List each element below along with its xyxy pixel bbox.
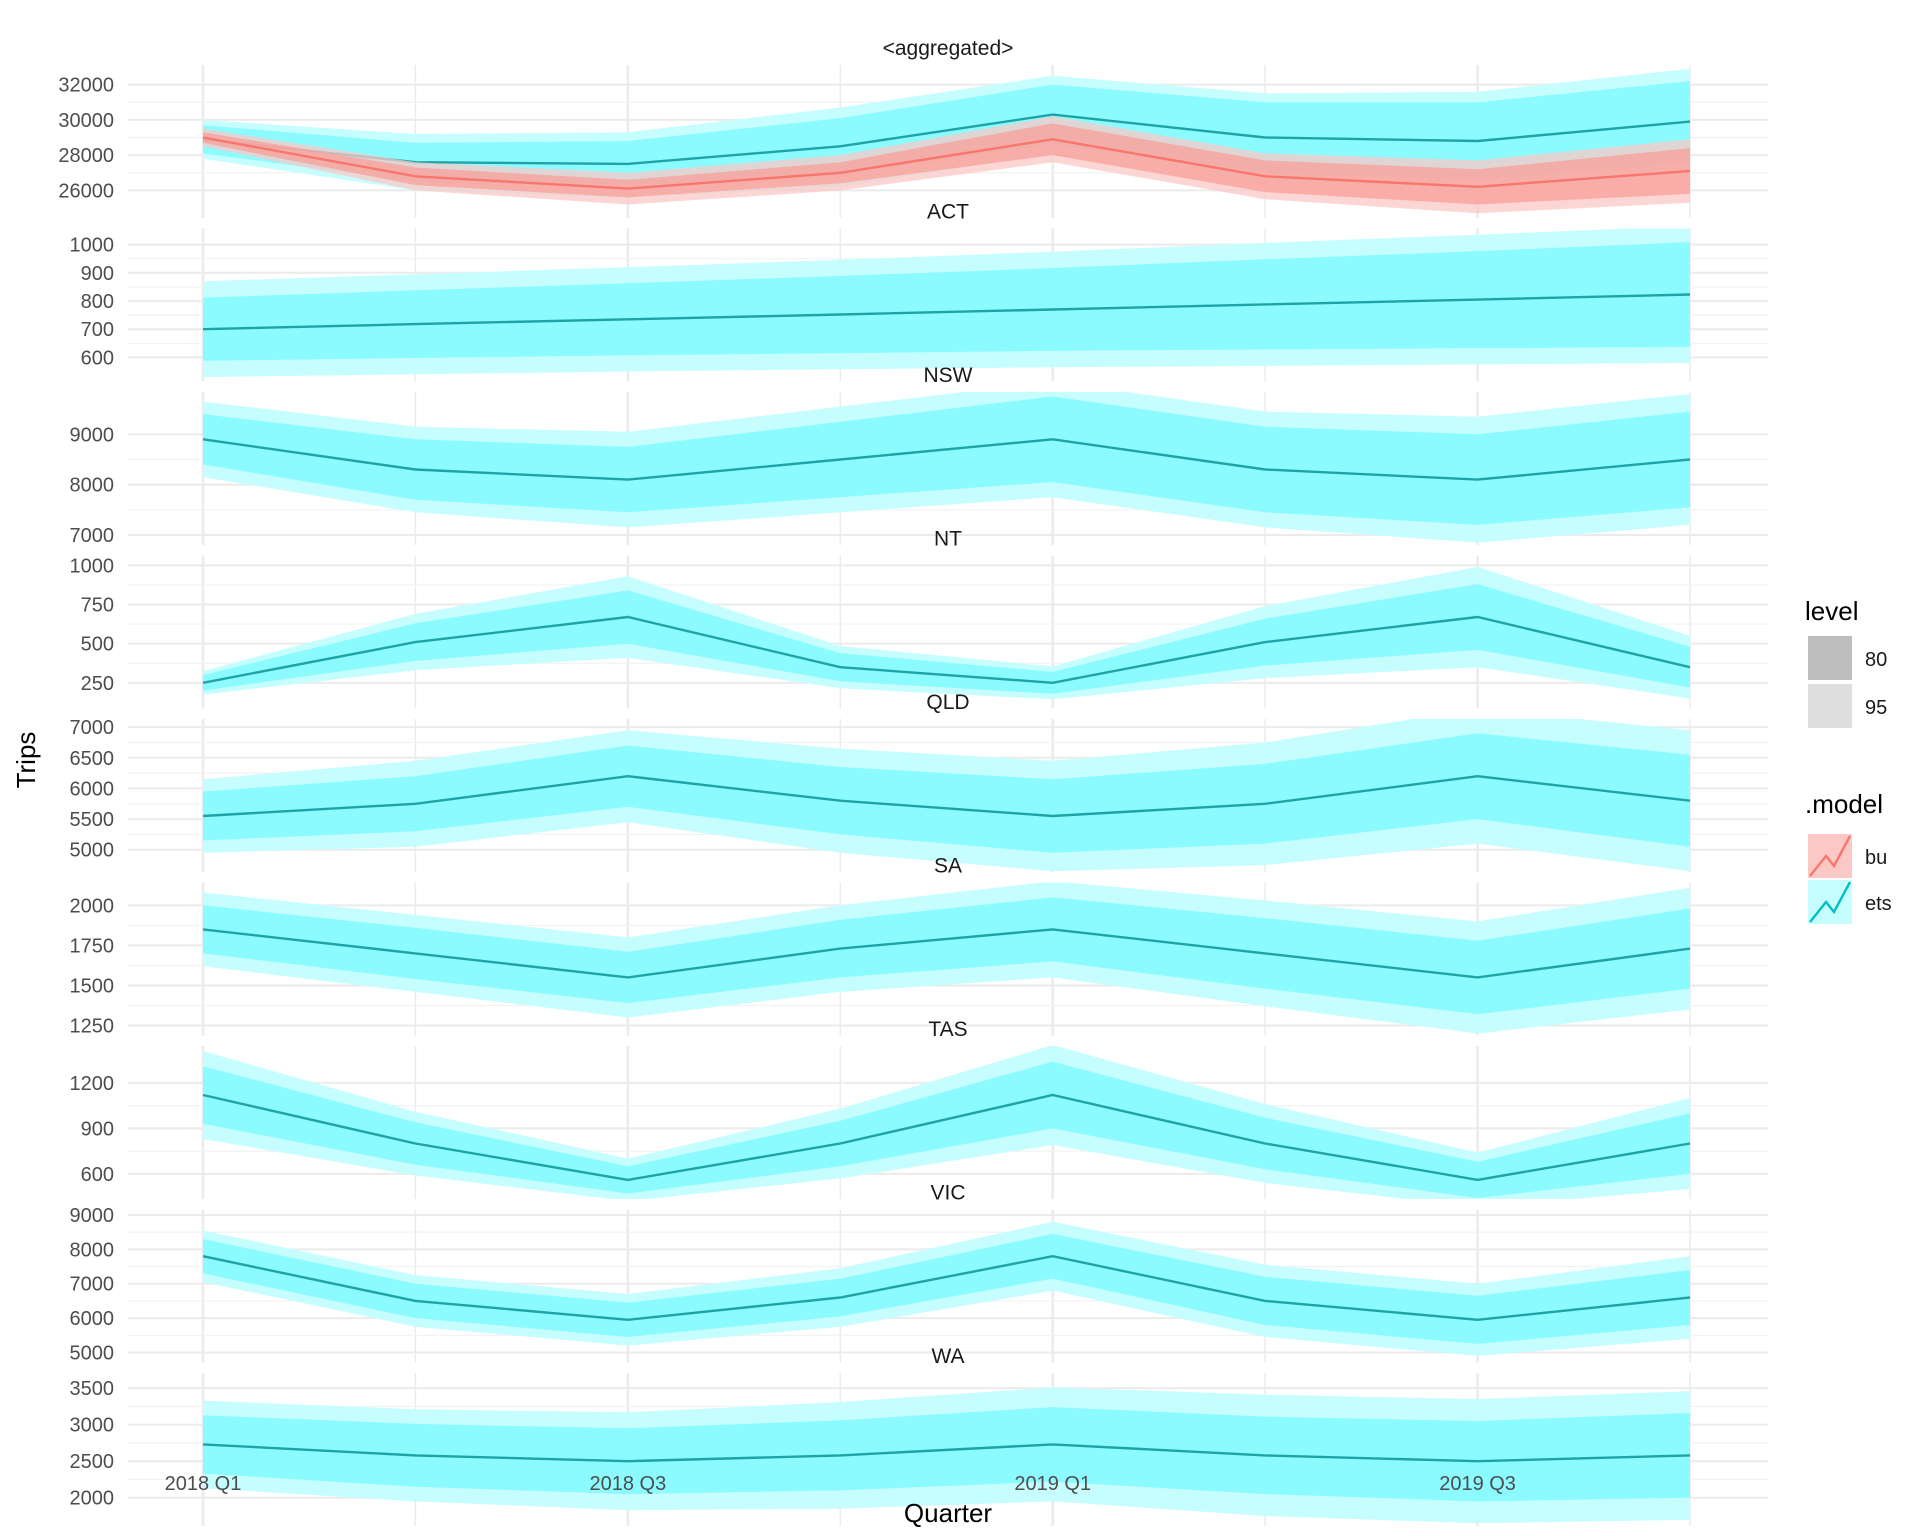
y-tick-label: 750 [81, 595, 114, 617]
panel: QLD 5000 5500 6000 6500 7000 [70, 691, 1768, 872]
panel: ACT 600 700 800 900 1000 [70, 201, 1768, 382]
panel-title: ACT [927, 201, 969, 224]
x-tick-label: 2018 Q1 [165, 1473, 242, 1495]
ets-forecast-line [202, 774, 1691, 818]
panel-title: TAS [928, 1018, 967, 1041]
x-axis-title: Quarter [904, 1498, 992, 1528]
y-tick-label: 2000 [70, 1488, 115, 1510]
bu-forecast-line [202, 136, 1691, 190]
y-tick-label: 3000 [70, 1415, 115, 1437]
y-tick-label: 700 [81, 319, 114, 341]
ets-interval-80 [203, 1061, 1690, 1199]
x-axis: 2018 Q1 2018 Q3 2019 Q1 2019 Q3 [165, 1473, 1516, 1495]
ets-forecast-line [202, 438, 1691, 481]
legend-title-level: level [1805, 596, 1858, 626]
y-tick-label: 28000 [58, 145, 114, 167]
y-tick-label: 5000 [70, 1343, 115, 1365]
y-tick-label: 2500 [70, 1451, 115, 1473]
legend-key-level [1808, 684, 1852, 728]
legend-line-icon [1809, 881, 1852, 923]
legend-key-level [1808, 636, 1852, 680]
panel-title: NT [934, 528, 962, 551]
y-tick-label: 26000 [58, 180, 114, 202]
y-tick-label: 32000 [58, 75, 114, 97]
ets-interval-80 [203, 1407, 1690, 1502]
y-tick-label: 5000 [70, 840, 115, 862]
ets-interval-80 [203, 242, 1690, 361]
panels-group: <aggregated> 26000 28000 30000 32000 ACT 600 70… [58, 37, 1768, 1526]
y-tick-label: 9000 [70, 1205, 115, 1227]
y-axis-title: Trips [11, 732, 41, 789]
y-tick-label: 5500 [70, 809, 115, 831]
y-tick-label: 7000 [70, 717, 115, 739]
panel-title: NSW [924, 364, 973, 387]
y-tick-label: 9000 [70, 424, 115, 446]
y-tick-label: 600 [81, 1164, 114, 1186]
panel: NSW 7000 8000 9000 [70, 364, 1768, 547]
y-tick-label: 250 [81, 673, 114, 695]
y-tick-label: 8000 [70, 1239, 115, 1261]
y-tick-label: 3500 [70, 1378, 115, 1400]
x-tick-label: 2018 Q3 [589, 1473, 666, 1495]
y-tick-label: 1750 [70, 935, 115, 957]
legend: level 80 95 .model bu ets [1805, 596, 1892, 924]
ets-forecast-line [202, 1254, 1691, 1322]
legend-title-model: .model [1805, 789, 1883, 819]
y-tick-label: 1250 [70, 1016, 115, 1038]
panel: WA 2000 2500 3000 3500 [70, 1345, 1768, 1526]
y-tick-label: 6000 [70, 1308, 115, 1330]
y-tick-label: 600 [81, 347, 114, 369]
panel-title: QLD [926, 691, 969, 714]
ets-interval-80 [203, 733, 1690, 853]
panel-title: SA [934, 855, 962, 878]
y-tick-label: 900 [81, 1118, 114, 1140]
panel: <aggregated> 26000 28000 30000 32000 [58, 37, 1768, 218]
bu-interval-80 [203, 123, 1690, 205]
y-tick-label: 6000 [70, 778, 115, 800]
ets-interval-80 [203, 584, 1690, 694]
y-tick-label: 30000 [58, 110, 114, 132]
legend-label-model: ets [1865, 893, 1892, 915]
ets-forecast-line [202, 1443, 1691, 1463]
ets-interval-80 [203, 396, 1690, 525]
y-tick-label: 500 [81, 634, 114, 656]
panel: TAS 600 900 1200 [70, 1018, 1768, 1199]
y-tick-label: 2000 [70, 895, 115, 917]
panel-title: <aggregated> [883, 37, 1014, 60]
y-tick-label: 800 [81, 291, 114, 313]
y-tick-label: 1200 [70, 1073, 115, 1095]
y-tick-label: 8000 [70, 475, 115, 497]
y-tick-label: 1000 [70, 555, 115, 577]
x-tick-label: 2019 Q1 [1014, 1473, 1091, 1495]
x-tick-label: 2019 Q3 [1439, 1473, 1516, 1495]
panel: VIC 5000 6000 7000 8000 9000 [70, 1182, 1768, 1365]
y-tick-label: 1000 [70, 235, 115, 257]
ets-forecast-line [202, 1093, 1691, 1182]
ets-forecast-line [202, 928, 1691, 979]
y-tick-label: 6500 [70, 748, 115, 770]
legend-label-model: bu [1865, 847, 1887, 869]
panel: SA 1250 1500 1750 2000 [70, 855, 1768, 1038]
y-tick-label: 900 [81, 263, 114, 285]
y-tick-label: 1500 [70, 975, 115, 997]
legend-label-level: 80 [1865, 649, 1887, 671]
y-tick-label: 7000 [70, 1274, 115, 1296]
ets-forecast-line [202, 293, 1691, 331]
legend-label-level: 95 [1865, 697, 1887, 719]
panel-title: WA [931, 1345, 964, 1368]
ets-interval-80 [203, 1233, 1690, 1344]
y-tick-label: 7000 [70, 525, 115, 547]
ets-interval-80 [203, 897, 1690, 1015]
panel-title: VIC [930, 1182, 965, 1205]
legend-line-icon [1809, 835, 1852, 877]
ets-forecast-line [202, 615, 1691, 685]
panel: NT 250 500 750 1000 [70, 528, 1768, 709]
ets-forecast-line [202, 113, 1691, 166]
